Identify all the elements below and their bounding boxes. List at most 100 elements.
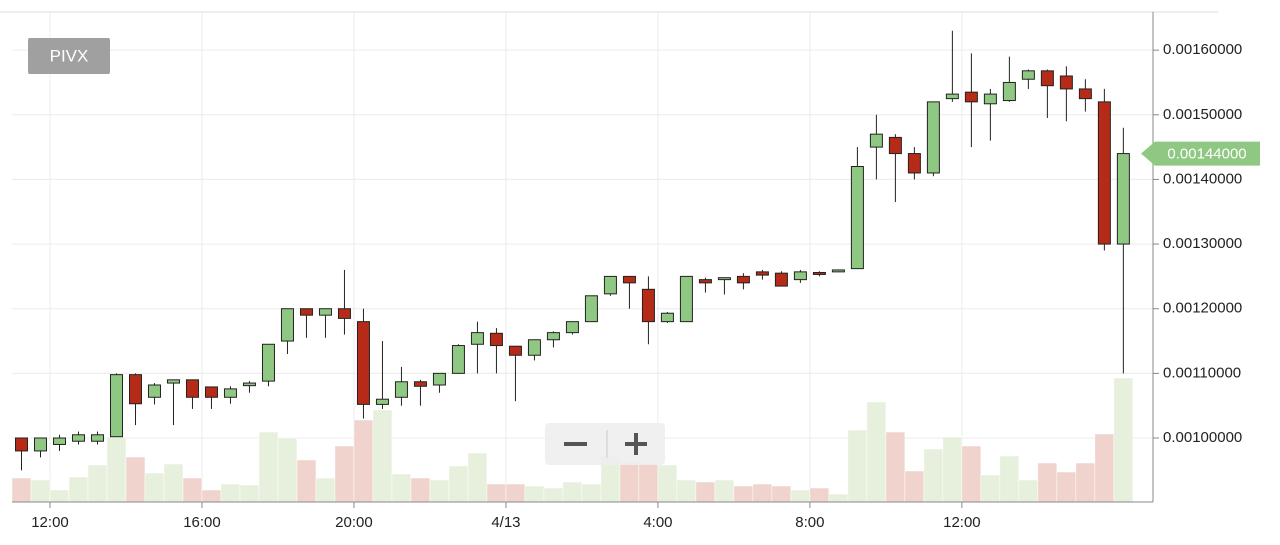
volume-bar (904, 470, 925, 503)
axes: 0.00160000 0.00150000 0.00140000 0.00130000… (31, 41, 1242, 531)
symbol-label: PIVX (50, 46, 89, 65)
candle-body (546, 332, 560, 341)
candle-body (166, 379, 180, 384)
candle-body (71, 434, 85, 442)
candle-body (109, 374, 123, 438)
volume-bar (809, 487, 830, 503)
volume-bar (296, 459, 317, 503)
last-price-marker (1141, 141, 1260, 166)
candle-body (793, 271, 807, 281)
volume-bar (524, 485, 545, 503)
volume-bar (372, 409, 393, 503)
x-tick-label: 4:00 (643, 514, 672, 531)
candle-body (508, 345, 522, 356)
volume-bar (619, 461, 640, 503)
y-tick-label: 0.00120000 (1163, 300, 1242, 317)
volume-bar (657, 464, 678, 503)
candle-body (375, 398, 389, 405)
candle-body (1116, 153, 1130, 245)
y-tick-label: 0.00160000 (1163, 41, 1242, 58)
volume-bar (676, 479, 697, 503)
volume-bar (961, 445, 982, 503)
candle-body (698, 279, 712, 284)
last-price-tag: 0.00144000 (1141, 141, 1260, 166)
volume-bar (315, 477, 336, 503)
volume-bar (562, 481, 583, 503)
candle-body (413, 381, 427, 387)
volume-bar (1094, 433, 1115, 503)
candle-body (831, 269, 845, 273)
candle-body (1021, 70, 1035, 80)
volume-bar (11, 477, 32, 503)
volume-bar (581, 483, 602, 503)
x-tick-label: 12:00 (31, 514, 69, 531)
candle-body (394, 381, 408, 398)
volume-bar (258, 431, 279, 503)
candle-body (1078, 88, 1092, 100)
volume-bar (999, 455, 1020, 503)
candle-body (337, 308, 351, 319)
volume-bar (771, 485, 792, 503)
candle-body (90, 434, 104, 442)
volume-bar (448, 465, 469, 503)
volume-bar (543, 487, 564, 503)
candle-body (850, 165, 864, 270)
candle-body (1040, 70, 1054, 87)
candle-body (907, 153, 921, 174)
x-tick-label: 20:00 (335, 514, 373, 531)
candle-body (565, 321, 579, 334)
candle-body (128, 374, 142, 405)
volume-bar (239, 484, 260, 503)
volume-bar (1075, 462, 1096, 503)
volume-bar (1018, 479, 1039, 503)
candle-body (242, 382, 256, 387)
volume-bar (467, 452, 488, 503)
volume-bar (201, 489, 222, 503)
candle-body (223, 388, 237, 398)
volume-bar (125, 456, 146, 503)
y-tick-label: 0.00110000 (1163, 364, 1241, 381)
candle-body (679, 275, 693, 323)
x-tick-label: 12:00 (943, 514, 981, 531)
volume-bar (486, 483, 507, 503)
candle-body (622, 275, 636, 284)
volume-bar (1037, 462, 1058, 503)
volume-bar (847, 429, 868, 503)
volume-bar (353, 419, 374, 503)
volume-bar (49, 489, 70, 503)
candle-body (736, 275, 750, 284)
candle-body (147, 384, 161, 398)
volume-bar (828, 493, 849, 503)
volume-bar (714, 479, 735, 503)
volume-bar (182, 477, 203, 503)
volume-bar (980, 474, 1001, 503)
x-tick-label: 16:00 (183, 514, 221, 531)
zoom-control (545, 423, 665, 465)
volume-bar (505, 483, 526, 503)
candle-body (470, 332, 484, 345)
zoom-out-button[interactable] (549, 426, 604, 462)
candle-body (1059, 75, 1073, 90)
volume-bar (277, 437, 298, 503)
symbol-badge (28, 38, 110, 74)
y-tick-label: 0.00130000 (1163, 235, 1242, 252)
volume-bar (429, 479, 450, 503)
last-price-label: 0.00144000 (1167, 146, 1246, 163)
candle-body (432, 372, 446, 386)
zoom-in-button[interactable] (610, 426, 662, 462)
y-tick-label: 0.00150000 (1163, 106, 1242, 123)
candle-body (926, 101, 940, 174)
candle-body (945, 93, 959, 100)
candle-body (527, 339, 541, 356)
volume-bar (68, 476, 89, 503)
grid (12, 12, 1153, 502)
volume-layer (11, 377, 1134, 503)
candle-body (185, 379, 199, 398)
volume-bar (790, 489, 811, 503)
x-tick-label: 8:00 (795, 514, 824, 531)
volume-bar (866, 401, 887, 503)
candle-body (774, 272, 788, 287)
volume-bar (163, 463, 184, 503)
